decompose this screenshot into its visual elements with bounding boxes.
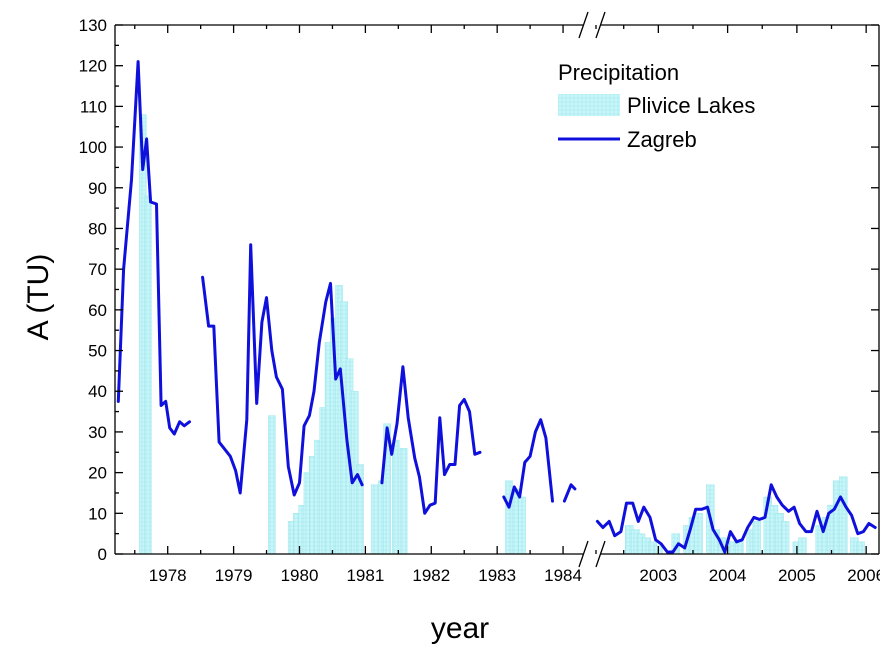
- svg-text:A (TU): A (TU): [22, 254, 55, 341]
- y-axis-title: A (TU): [22, 254, 55, 341]
- bar-plivice-lakes-21: [399, 448, 408, 555]
- x-tick-label-2006: 2006: [847, 566, 880, 585]
- x-tick-label-1983: 1983: [478, 566, 516, 585]
- bar-plivice-lakes-53: [839, 476, 848, 555]
- legend-label-plivice-lakes: Plivice Lakes: [627, 93, 755, 118]
- bar-plivice-lakes-1: [144, 195, 152, 555]
- legend-swatch-plivice-lakes: [558, 94, 620, 116]
- bar-plivice-lakes-20: [392, 439, 400, 555]
- bar-plivice-lakes-48: [798, 537, 807, 555]
- x-axis-title: year: [431, 612, 489, 645]
- y-tick-label-90: 90: [88, 179, 107, 198]
- zagreb-line-segment-5: [595, 483, 877, 554]
- bar-plivice-lakes-40: [735, 541, 744, 555]
- legend: Precipitation Plivice Lakes Zagreb: [558, 60, 755, 152]
- y-tick-label-40: 40: [88, 382, 107, 401]
- bar-plivice-lakes-46: [780, 521, 790, 555]
- line-series-zagreb: [116, 60, 877, 554]
- x-tick-label-1980: 1980: [281, 566, 319, 585]
- bar-plivice-lakes-55: [856, 541, 865, 555]
- y-tick-label-130: 130: [79, 16, 107, 35]
- bar-plivice-lakes-17: [370, 484, 379, 555]
- bar-plivice-lakes-22: [505, 480, 513, 555]
- axis-break-mark-top-b: [595, 11, 606, 39]
- axis-break-mark-bottom-a: [578, 540, 589, 568]
- y-tick-label-120: 120: [79, 57, 107, 76]
- x-tick-label-1978: 1978: [149, 566, 187, 585]
- bar-plivice-lakes-34: [694, 513, 703, 555]
- y-tick-label-30: 30: [88, 423, 107, 442]
- legend-label-zagreb: Zagreb: [627, 127, 697, 152]
- legend-title: Precipitation: [558, 60, 679, 85]
- bar-plivice-lakes-2: [268, 415, 276, 555]
- y-axis-title-text: A (TU): [22, 254, 55, 341]
- y-tick-label-80: 80: [88, 219, 107, 238]
- axis-break-mark-bottom-b: [595, 540, 606, 568]
- axis-break-mark-top-a: [578, 11, 589, 39]
- bar-plivice-lakes-42: [752, 521, 761, 555]
- bar-plivice-lakes-24: [518, 496, 526, 555]
- zagreb-line-segment-0: [116, 60, 191, 436]
- x-tick-label-2003: 2003: [639, 566, 677, 585]
- axes: 0 10 20 30 40 50 60 70 80 90 100 110 120 130 1978 1979 1…: [79, 11, 880, 585]
- y-tick-label-70: 70: [88, 260, 107, 279]
- x-tick-label-1982: 1982: [412, 566, 450, 585]
- zagreb-line-segment-1: [201, 243, 364, 497]
- y-tick-label-50: 50: [88, 342, 107, 361]
- x-tick-label-2004: 2004: [709, 566, 747, 585]
- y-tick-label-60: 60: [88, 301, 107, 320]
- y-tick-label-0: 0: [98, 545, 107, 564]
- y-tick-label-10: 10: [88, 504, 107, 523]
- x-tick-label-2005: 2005: [778, 566, 816, 585]
- x-tick-label-1981: 1981: [346, 566, 384, 585]
- y-tick-label-20: 20: [88, 464, 107, 483]
- x-tick-label-1979: 1979: [215, 566, 253, 585]
- bar-plivice-lakes-23: [511, 488, 520, 555]
- y-tick-label-100: 100: [79, 138, 107, 157]
- y-tick-label-110: 110: [80, 97, 107, 116]
- zagreb-line-segment-4: [562, 483, 577, 503]
- x-tick-label-1984: 1984: [544, 566, 582, 585]
- zagreb-line-segment-2: [380, 365, 482, 515]
- zagreb-line-segment-3: [502, 418, 554, 509]
